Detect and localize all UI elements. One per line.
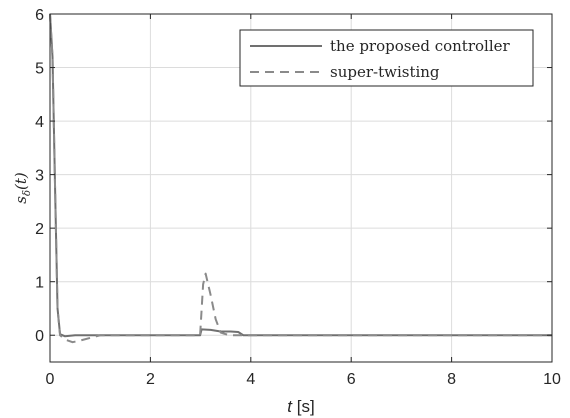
y-axis-label-argument: (t) [12, 172, 30, 190]
y-tick-label: 6 [35, 7, 44, 24]
x-axis-label: t [s] [287, 397, 314, 416]
y-axis-label: sδ(t) [12, 172, 33, 204]
x-tick-label: 6 [347, 371, 356, 388]
y-tick-label: 1 [35, 275, 44, 292]
x-tick-label: 2 [146, 371, 155, 388]
x-tick-labels: 0 2 4 6 8 10 [46, 371, 561, 388]
plot-frame [49, 13, 553, 363]
legend-label-super-twisting: super-twisting [330, 63, 440, 81]
series-lines [49, 13, 552, 344]
legend-box [239, 29, 534, 87]
y-tick-label: 0 [35, 328, 44, 345]
axis-ticks [49, 13, 553, 362]
y-axis-label-subscript: δ [22, 190, 33, 196]
x-tick-label: 0 [46, 371, 55, 388]
y-axis-label-symbol: s [12, 196, 30, 204]
x-tick-label: 4 [246, 371, 255, 388]
x-tick-label: 8 [447, 371, 456, 388]
y-tick-label: 4 [35, 114, 44, 131]
x-axis-label-unit: [s] [292, 397, 315, 416]
y-tick-label: 3 [35, 168, 44, 185]
y-tick-label: 5 [35, 61, 44, 78]
y-tick-labels: 0 1 2 3 4 5 6 [35, 7, 44, 345]
y-tick-label: 2 [35, 221, 44, 238]
series-line-super-twisting [49, 13, 552, 344]
x-axis-label-variable: t [287, 397, 293, 416]
legend-label-proposed: the proposed controller [330, 37, 511, 55]
x-tick-label: 10 [543, 371, 561, 388]
legend: the proposed controller super-twisting [239, 29, 534, 87]
